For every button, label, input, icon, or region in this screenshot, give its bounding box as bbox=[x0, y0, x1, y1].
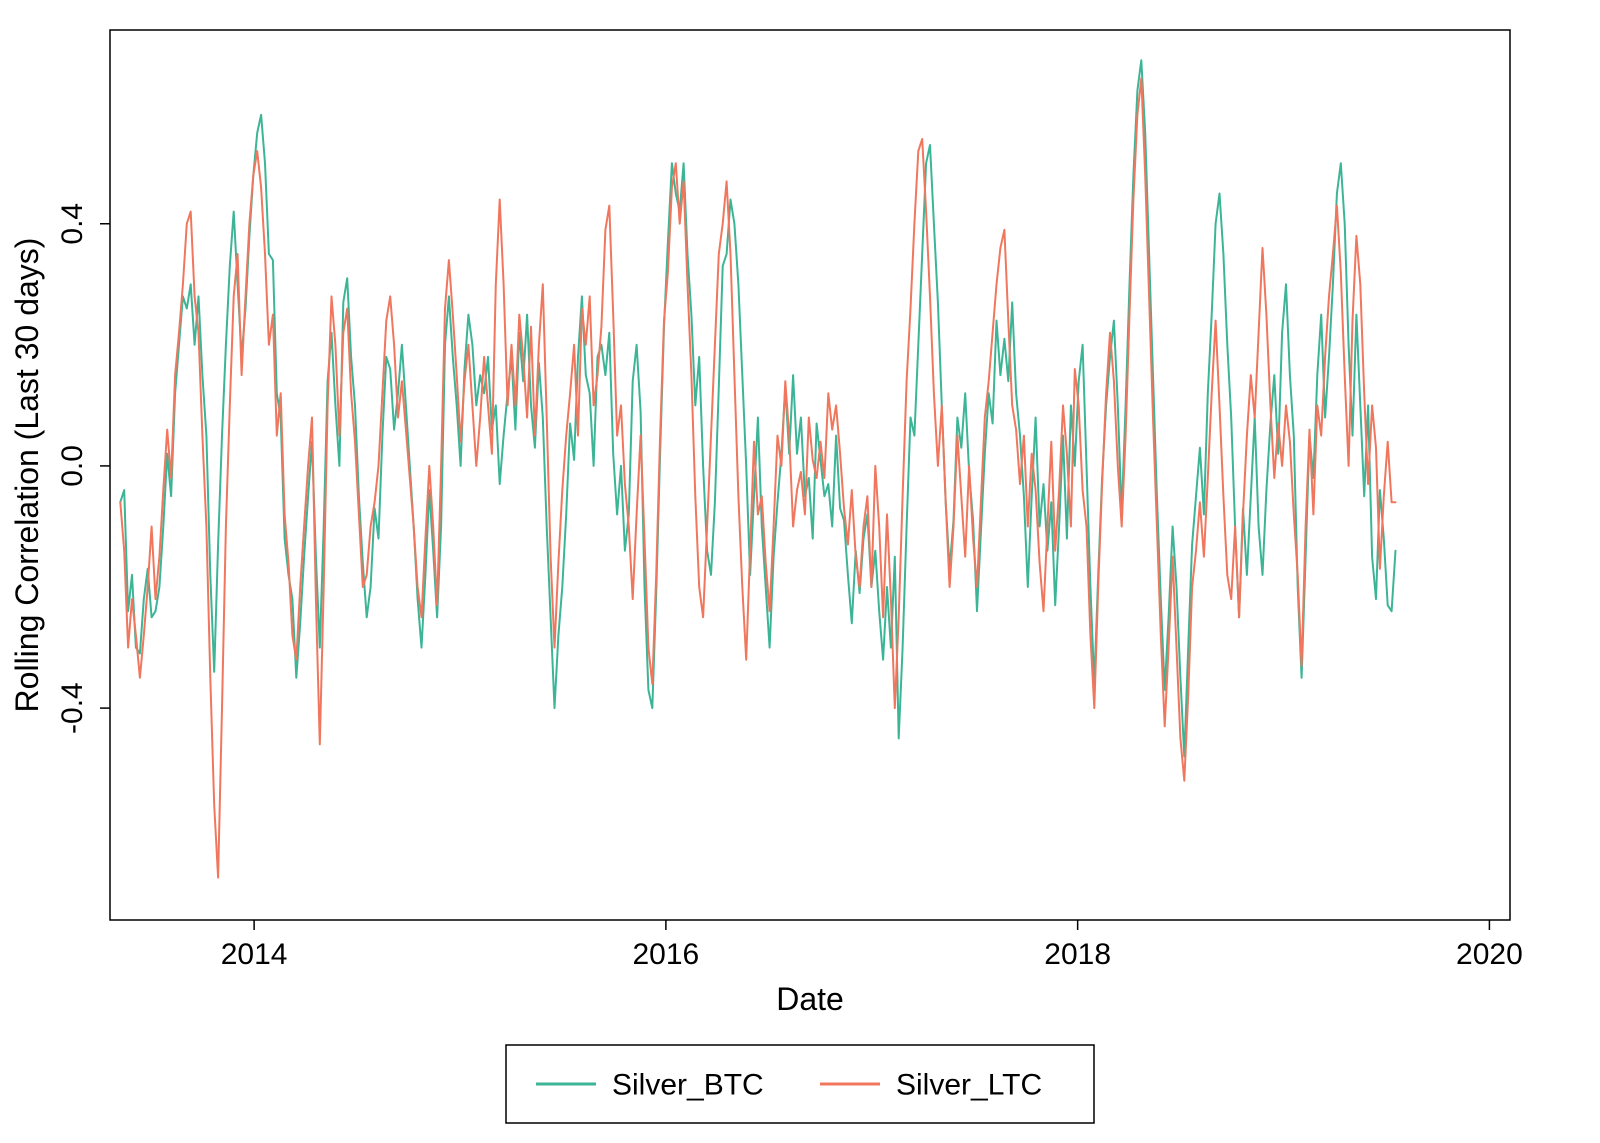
chart-container: 2014 2016 2018 2020 -0.4 0.0 0.4 Date Rolling Co… bbox=[0, 0, 1600, 1143]
x-tick-label: 2018 bbox=[1044, 938, 1111, 971]
legend-label: Silver_LTC bbox=[896, 1069, 1042, 1102]
rolling-correlation-chart: 2014 2016 2018 2020 -0.4 0.0 0.4 Date Rolling Co… bbox=[0, 0, 1600, 1143]
chart-background bbox=[0, 0, 1600, 1143]
y-tick-label: -0.4 bbox=[56, 682, 89, 734]
legend-label: Silver_BTC bbox=[612, 1069, 764, 1102]
x-tick-label: 2014 bbox=[221, 938, 288, 971]
y-tick-label: 0.4 bbox=[56, 203, 89, 245]
x-tick-label: 2020 bbox=[1456, 938, 1523, 971]
x-axis-label: Date bbox=[776, 981, 844, 1017]
x-tick-label: 2016 bbox=[633, 938, 700, 971]
y-tick-label: 0.0 bbox=[56, 445, 89, 487]
y-axis-label: Rolling Correlation (Last 30 days) bbox=[9, 238, 45, 713]
